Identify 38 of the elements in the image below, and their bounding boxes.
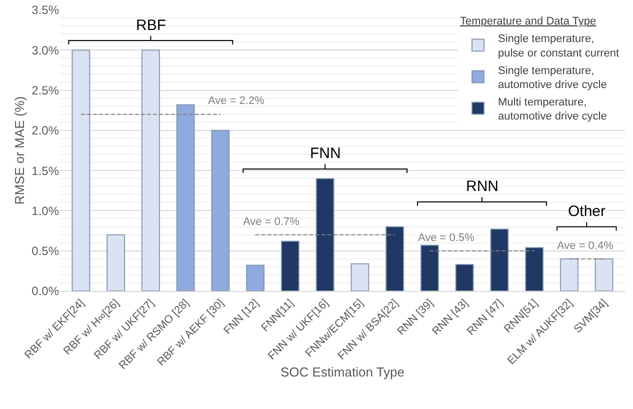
- legend-label: Single temperature, automotive drive cycle: [498, 64, 607, 92]
- bar: [560, 258, 578, 291]
- bar: [455, 264, 474, 291]
- y-tick-label: 3.5%: [32, 3, 60, 18]
- annotation: RBF: [136, 17, 166, 34]
- legend-label: Multi temperature, automotive drive cycle: [498, 96, 607, 123]
- x-axis-title: SOC Estimation Type: [280, 364, 405, 380]
- y-tick-label: 3.0%: [32, 43, 60, 58]
- annotation: Ave = 2.2%: [208, 95, 265, 107]
- bar: [350, 263, 370, 291]
- y-tick-label: 0.0%: [32, 284, 60, 298]
- y-tick-label: 1.5%: [32, 164, 60, 178]
- y-tick-label: 1.0%: [32, 204, 60, 218]
- bar: [525, 247, 544, 291]
- annotation: Ave = 0.4%: [557, 240, 614, 252]
- annotation: Ave = 0.5%: [418, 232, 475, 244]
- bar: [594, 258, 614, 291]
- annotation: Other: [568, 203, 606, 220]
- bar: [490, 228, 509, 291]
- legend-title: Temperature and Data Type: [460, 15, 596, 28]
- bar: [386, 226, 404, 291]
- bar: [141, 50, 160, 291]
- y-tick-label: 2.5%: [32, 83, 60, 98]
- bar: [280, 240, 300, 291]
- y-tick-label: 0.5%: [32, 244, 60, 258]
- y-axis-title: RMSE or MAE (%): [12, 96, 27, 205]
- y-tick-label: 2.0%: [32, 124, 60, 138]
- annotation: FNN: [310, 145, 341, 162]
- bar: [106, 234, 126, 291]
- bar: [420, 244, 439, 291]
- bar: [246, 264, 265, 291]
- legend-label: Single temperature, pulse or constant current: [498, 33, 620, 60]
- bar: [211, 130, 230, 291]
- annotation: RNN: [466, 178, 498, 195]
- annotation: Ave = 0.7%: [243, 216, 300, 228]
- bar: [72, 50, 90, 291]
- bar: [176, 104, 195, 291]
- bar: [316, 178, 334, 291]
